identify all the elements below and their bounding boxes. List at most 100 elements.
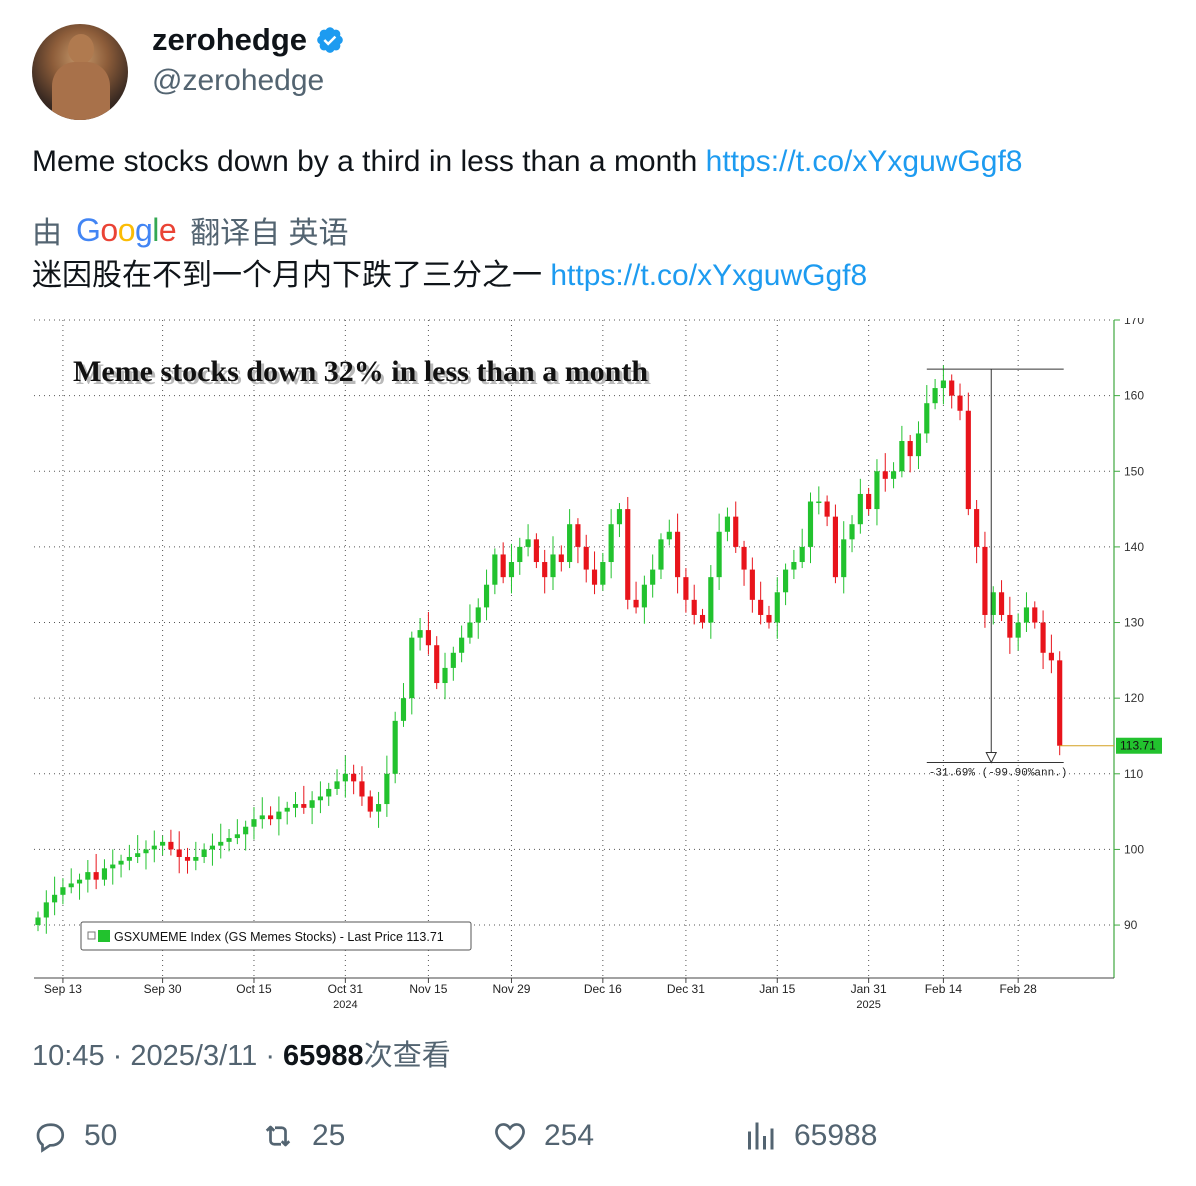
candle-body <box>890 471 897 479</box>
reply-button[interactable]: 50 <box>32 1118 117 1154</box>
avatar[interactable] <box>32 24 128 120</box>
y-tick-label: 150 <box>1124 464 1144 478</box>
candle-body <box>359 781 365 797</box>
candle-body <box>791 562 797 570</box>
candle-body <box>533 539 539 563</box>
candle-body <box>965 410 971 510</box>
candle-body <box>583 546 589 570</box>
like-button[interactable]: 254 <box>492 1118 594 1154</box>
candlestick-chart: 90 100 110 120 130 140 150 160 170 Sep 13 Sep 30 Oc… <box>34 313 1162 1011</box>
candle-body <box>425 630 431 646</box>
candle-body <box>558 554 564 563</box>
legend-swatch <box>98 930 110 942</box>
candle-body <box>907 441 913 457</box>
candle-body <box>226 838 232 842</box>
y-tick-label: 160 <box>1124 389 1144 403</box>
verified-badge-icon <box>317 27 343 53</box>
candle-body <box>683 577 689 600</box>
retweet-icon <box>265 1125 291 1147</box>
candle-body <box>691 599 697 615</box>
candle-body <box>658 539 664 570</box>
candle-body <box>625 509 631 600</box>
candle-body <box>650 569 656 585</box>
candle-body <box>68 883 74 888</box>
candle-body <box>459 637 465 653</box>
x-tick-label: Nov 29 <box>492 982 530 996</box>
chart-image[interactable]: 90 100 110 120 130 140 150 160 170 Sep 13 Sep 30 Oc… <box>32 313 1164 1011</box>
views-count: 65988 <box>794 1119 878 1152</box>
candle-body <box>766 614 772 623</box>
candle-body <box>550 554 556 578</box>
legend-toggle-icon <box>87 931 96 940</box>
views-button[interactable]: 65988 <box>742 1118 877 1154</box>
candle-body <box>799 546 805 563</box>
candle-body <box>442 667 448 684</box>
y-tick-label: 100 <box>1124 842 1144 856</box>
year-label: 2025 <box>856 999 880 1010</box>
candle-body <box>35 917 41 926</box>
candle-body <box>218 841 224 846</box>
candle-body <box>741 546 747 570</box>
tweet-date[interactable]: 2025/3/11 <box>130 1040 258 1072</box>
display-name[interactable]: zerohedge <box>152 22 345 58</box>
translation-attribution[interactable]: 由 Google 翻译自 英语 <box>32 208 349 252</box>
candle-body <box>143 849 149 854</box>
candle-body <box>492 554 498 585</box>
x-tick-label: Nov 15 <box>409 982 447 996</box>
candle-body <box>184 856 191 861</box>
display-name-text[interactable]: zerohedge <box>152 22 308 57</box>
candle-body <box>276 811 282 820</box>
handle[interactable]: @zerohedge <box>152 64 325 97</box>
candle-body <box>932 388 938 404</box>
candle-body <box>76 879 83 884</box>
candle-body <box>292 804 299 808</box>
retweet-button[interactable]: 25 <box>260 1118 345 1154</box>
candle-body <box>483 584 490 608</box>
analytics-icon <box>748 1122 774 1150</box>
x-tick-label: Dec 31 <box>667 982 705 996</box>
like-icon <box>495 1123 525 1151</box>
meta-separator-2: · <box>265 1040 275 1072</box>
last-price-tag <box>1116 737 1162 754</box>
candle-body <box>201 849 207 857</box>
tweet-time[interactable]: 10:45 <box>32 1040 105 1072</box>
translated-link[interactable]: https://t.co/xYxguwGgf8 <box>550 259 868 292</box>
x-tick-label: Sep 30 <box>144 982 182 996</box>
candle-body <box>301 804 307 808</box>
candle-body <box>575 524 581 547</box>
tweet-body: Meme stocks down by a third in less than… <box>32 145 706 178</box>
candle-body <box>151 845 157 850</box>
candle-body <box>60 887 66 895</box>
candle-body <box>525 539 531 547</box>
candle-body <box>243 826 249 835</box>
candle-body <box>849 524 855 540</box>
x-tick-label: Oct 15 <box>236 982 272 996</box>
candle-body <box>1023 607 1030 623</box>
candle-body <box>450 652 456 668</box>
candle-body <box>409 637 415 699</box>
candle-body <box>591 569 598 585</box>
candle-body <box>633 599 639 608</box>
candle-body <box>990 592 996 615</box>
tweet-link[interactable]: https://t.co/xYxguwGgf8 <box>705 145 1023 178</box>
avatar-torso <box>52 62 110 120</box>
legend-box <box>80 921 472 951</box>
candle-body <box>600 562 606 585</box>
x-tick-label: Oct 31 <box>328 982 364 996</box>
candle-body <box>915 433 922 457</box>
candle-body <box>816 501 822 504</box>
tweet-text: Meme stocks down by a third in less than… <box>32 142 1022 182</box>
candle-body <box>641 584 647 608</box>
retweet-count: 25 <box>312 1119 346 1152</box>
translated-text: 迷因股在不到一个月内下跌了三分之一 https://t.co/xYxguwGgf… <box>32 256 867 296</box>
candle-body <box>475 607 481 623</box>
candle-body <box>500 554 506 578</box>
candle-body <box>824 501 830 517</box>
candle-body <box>259 815 265 820</box>
candle-body <box>43 902 49 918</box>
candle-body <box>85 872 91 880</box>
candle-body <box>783 569 789 593</box>
candle-body <box>110 864 116 869</box>
avatar-head <box>68 34 94 64</box>
candle-body <box>724 516 731 532</box>
